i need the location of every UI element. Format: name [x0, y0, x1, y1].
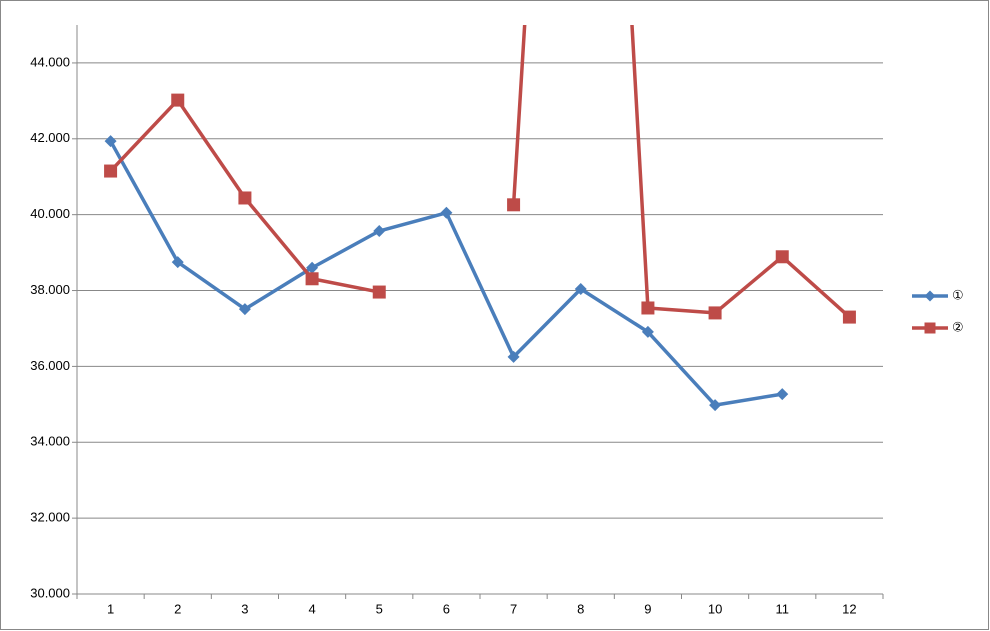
marker: [641, 325, 654, 338]
marker: [238, 303, 251, 316]
marker: [924, 290, 936, 302]
x-tick-label: 8: [577, 601, 584, 616]
marker: [372, 285, 386, 299]
marker: [775, 250, 789, 264]
x-tick-label: 2: [174, 601, 181, 616]
legend-label: ②: [952, 319, 964, 334]
y-tick-label: 30.000: [30, 585, 70, 600]
marker: [709, 399, 722, 412]
marker: [507, 198, 521, 212]
marker: [305, 272, 319, 286]
y-tick-label: 40.000: [30, 206, 70, 221]
marker: [171, 93, 185, 107]
marker: [641, 301, 655, 315]
marker: [924, 322, 936, 334]
marker: [306, 261, 319, 274]
y-tick-label: 34.000: [30, 434, 70, 449]
marker: [373, 224, 386, 237]
plot-area: [104, 25, 856, 412]
marker: [708, 306, 722, 320]
marker: [238, 191, 252, 205]
x-tick-label: 1: [107, 601, 114, 616]
x-tick-label: 11: [776, 601, 790, 616]
x-tick-label: 6: [443, 601, 450, 616]
marker: [440, 206, 453, 219]
x-tick-label: 12: [842, 601, 856, 616]
marker: [104, 164, 118, 178]
marker: [507, 350, 520, 363]
marker: [104, 135, 117, 148]
y-tick-label: 44.000: [30, 54, 70, 69]
y-tick-label: 42.000: [30, 130, 70, 145]
x-tick-label: 5: [376, 601, 383, 616]
marker: [171, 256, 184, 269]
y-tick-label: 38.000: [30, 282, 70, 297]
marker: [842, 310, 856, 324]
marker: [776, 388, 789, 401]
y-tick-label: 32.000: [30, 510, 70, 525]
y-tick-label: 36.000: [30, 358, 70, 373]
marker: [574, 283, 587, 296]
x-tick-label: 7: [510, 601, 517, 616]
x-tick-label: 3: [241, 601, 248, 616]
legend-label: ①: [952, 287, 964, 302]
x-tick-label: 9: [644, 601, 651, 616]
x-tick-label: 4: [308, 601, 315, 616]
x-tick-label: 10: [708, 601, 722, 616]
